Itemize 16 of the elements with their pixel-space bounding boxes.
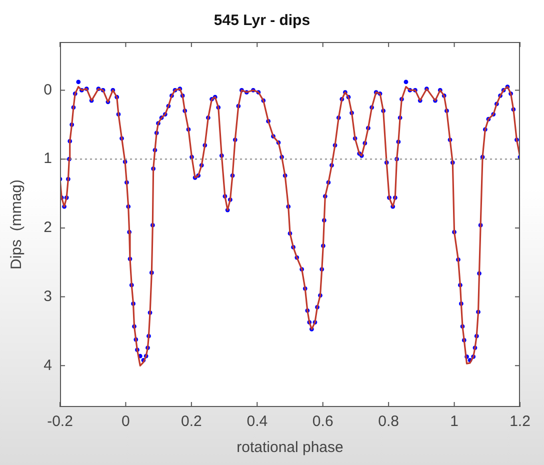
x-tick-label: 0 [122,413,130,430]
x-tick-label: -0.2 [47,413,73,430]
y-tick-label: 4 [44,356,52,374]
chart-title: 545 Lyr - dips [214,12,310,30]
x-tick-label: 0.4 [246,413,268,430]
x-axis-title: rotational phase [236,439,344,456]
y-axis-title: Dips (mmag) [8,179,26,270]
y-tick-label: 1 [44,150,52,168]
y-tick-label: 0 [44,81,52,98]
x-tick-label: 0.8 [378,413,399,430]
x-tick-label: 0.6 [312,413,334,430]
y-tick-label: 3 [44,288,52,305]
y-tick-label: 2 [44,219,52,236]
x-tick-label: 1 [450,413,458,430]
x-tick-label: 0.2 [181,413,202,430]
x-tick-label: 1.2 [510,413,530,430]
